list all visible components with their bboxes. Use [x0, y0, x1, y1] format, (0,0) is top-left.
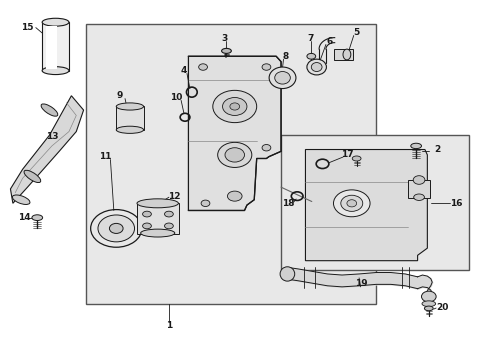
Ellipse shape: [410, 143, 421, 149]
Ellipse shape: [212, 90, 256, 123]
Polygon shape: [188, 56, 281, 211]
Text: 9: 9: [117, 91, 123, 100]
Bar: [407, 180, 429, 198]
Ellipse shape: [421, 301, 435, 307]
Ellipse shape: [198, 64, 207, 70]
Ellipse shape: [217, 142, 251, 167]
Text: 3: 3: [222, 34, 228, 43]
Ellipse shape: [413, 194, 424, 201]
Text: 2: 2: [433, 145, 439, 154]
Ellipse shape: [424, 306, 432, 311]
Text: 5: 5: [353, 28, 359, 37]
Ellipse shape: [142, 223, 151, 229]
Text: 7: 7: [306, 34, 313, 43]
Polygon shape: [10, 96, 83, 203]
Ellipse shape: [306, 59, 326, 75]
Ellipse shape: [116, 103, 143, 110]
Ellipse shape: [109, 224, 123, 233]
Ellipse shape: [268, 67, 295, 89]
Text: 13: 13: [45, 132, 58, 141]
Bar: [333, 49, 352, 60]
Text: 8: 8: [282, 52, 288, 61]
Bar: [281, 135, 468, 270]
Text: 19: 19: [354, 279, 367, 288]
Text: 12: 12: [167, 192, 180, 201]
Text: 14: 14: [18, 213, 30, 222]
Ellipse shape: [222, 98, 246, 116]
Ellipse shape: [342, 49, 350, 60]
Text: 17: 17: [340, 150, 352, 159]
Ellipse shape: [351, 156, 360, 161]
Bar: [137, 203, 178, 234]
Ellipse shape: [262, 64, 270, 70]
Ellipse shape: [262, 144, 270, 151]
Ellipse shape: [227, 191, 242, 201]
Bar: [46, 26, 57, 69]
Ellipse shape: [280, 267, 294, 281]
Text: 6: 6: [326, 37, 332, 46]
Bar: [116, 107, 143, 130]
Text: 18: 18: [282, 199, 294, 208]
Ellipse shape: [41, 104, 58, 116]
Bar: [42, 22, 69, 71]
Ellipse shape: [224, 148, 244, 162]
Text: 16: 16: [449, 199, 462, 208]
Ellipse shape: [340, 195, 362, 211]
Ellipse shape: [221, 48, 231, 53]
Ellipse shape: [24, 170, 41, 183]
Ellipse shape: [90, 210, 142, 247]
Ellipse shape: [346, 200, 356, 207]
Ellipse shape: [164, 223, 173, 229]
Ellipse shape: [333, 190, 369, 217]
Ellipse shape: [42, 67, 69, 75]
Ellipse shape: [201, 200, 209, 207]
Ellipse shape: [274, 72, 290, 84]
Ellipse shape: [12, 195, 30, 204]
Ellipse shape: [306, 53, 315, 59]
Text: 1: 1: [165, 321, 172, 330]
Ellipse shape: [412, 176, 424, 184]
Ellipse shape: [229, 103, 239, 110]
Polygon shape: [305, 149, 427, 261]
Ellipse shape: [98, 215, 134, 242]
Ellipse shape: [142, 211, 151, 217]
Ellipse shape: [32, 215, 42, 221]
Text: 15: 15: [21, 23, 34, 32]
Ellipse shape: [311, 63, 322, 72]
Ellipse shape: [421, 291, 435, 302]
Ellipse shape: [164, 211, 173, 217]
Bar: [86, 24, 375, 304]
Ellipse shape: [116, 126, 143, 134]
Text: 4: 4: [180, 66, 186, 75]
Text: 11: 11: [99, 152, 112, 161]
Text: 20: 20: [435, 303, 447, 312]
Ellipse shape: [42, 18, 69, 26]
Ellipse shape: [141, 229, 174, 237]
Text: 10: 10: [170, 93, 182, 102]
Ellipse shape: [137, 199, 178, 208]
